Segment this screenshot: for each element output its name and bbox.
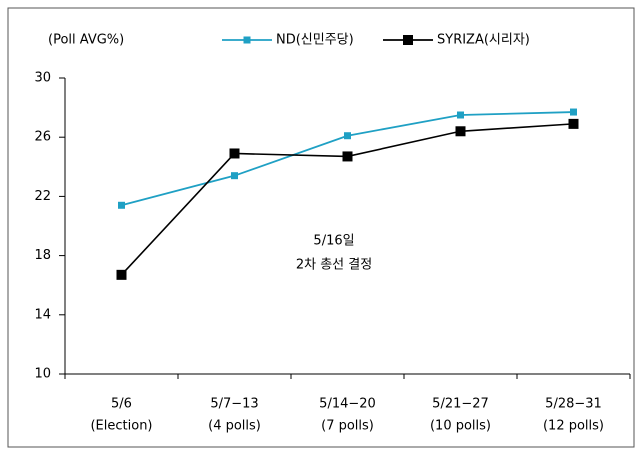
legend-label: ND(신민주당) xyxy=(276,33,354,48)
x-tick-label: (7 polls) xyxy=(321,419,374,434)
x-tick-label: (10 polls) xyxy=(430,419,491,434)
x-tick-label: 5/7−13 xyxy=(210,397,258,412)
annotation: 2차 총선 결정 xyxy=(296,258,372,273)
data-point xyxy=(231,172,238,180)
data-point xyxy=(570,108,577,116)
x-tick-label: 5/28−31 xyxy=(545,397,602,412)
y-tick-label: 26 xyxy=(34,130,51,145)
frame xyxy=(7,7,635,448)
data-point xyxy=(116,269,127,280)
y-tick-label: 22 xyxy=(34,189,51,204)
data-point xyxy=(457,111,464,119)
x-tick-label: (Election) xyxy=(90,419,152,434)
data-point xyxy=(342,151,353,162)
x-tick-label: (12 polls) xyxy=(543,419,604,434)
legend-label: SYRIZA(시리자) xyxy=(437,33,530,48)
data-point xyxy=(455,126,466,137)
data-point xyxy=(118,201,125,209)
legend-marker xyxy=(403,35,413,45)
y-tick-label: 14 xyxy=(34,307,51,322)
x-tick-label: 5/21−27 xyxy=(432,397,489,412)
x-tick-label: (4 polls) xyxy=(208,419,261,434)
legend-marker xyxy=(243,36,251,44)
x-tick-label: 5/14−20 xyxy=(319,397,376,412)
y-tick-label: 18 xyxy=(34,248,51,263)
y-tick-label: 30 xyxy=(34,71,51,86)
x-tick-label: 5/6 xyxy=(111,397,132,412)
annotation: 5/16일 xyxy=(313,234,354,249)
y-tick-label: 10 xyxy=(34,367,51,382)
data-point xyxy=(229,148,240,159)
y-axis-label: (Poll AVG%) xyxy=(48,33,124,48)
data-point xyxy=(344,132,351,140)
data-point xyxy=(568,118,579,129)
